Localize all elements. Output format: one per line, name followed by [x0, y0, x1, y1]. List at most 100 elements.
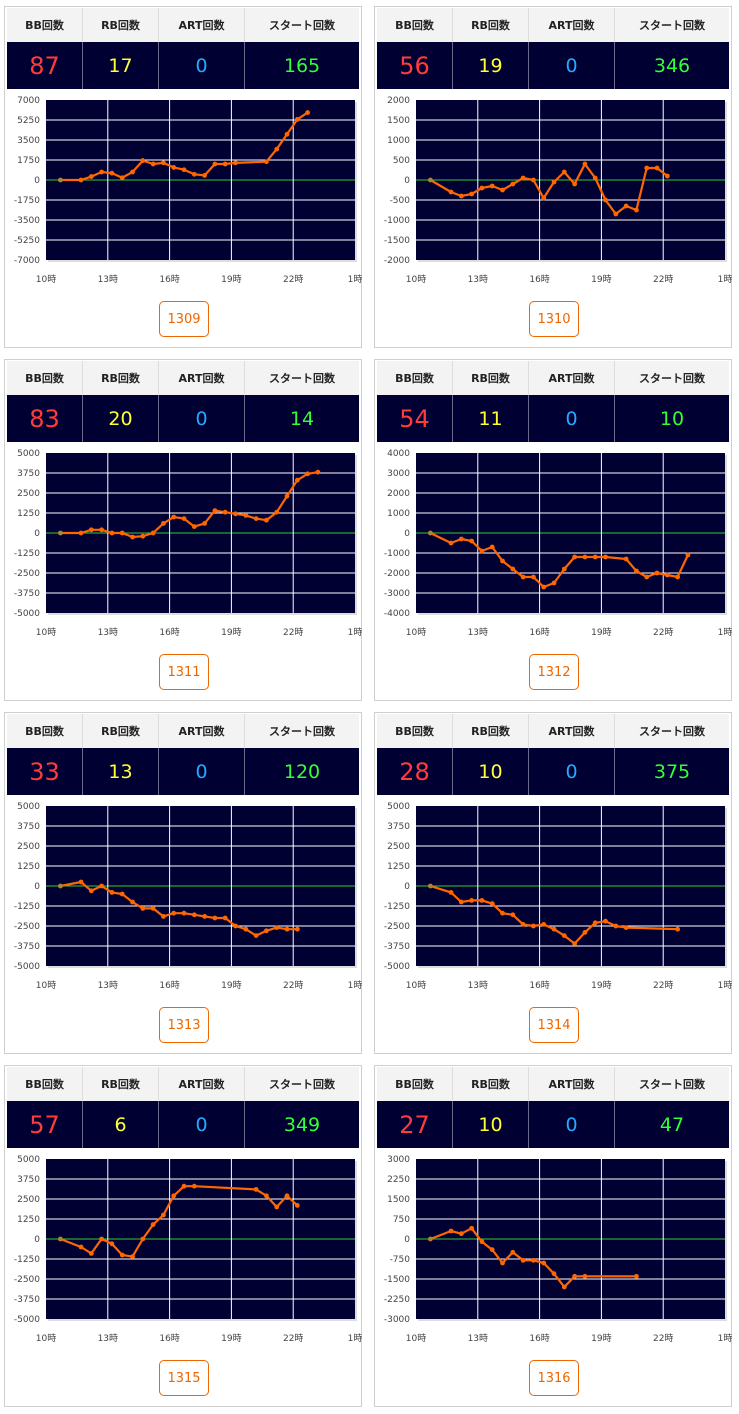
start-header: スタート回数	[269, 725, 335, 738]
rb-header: RB回数	[453, 8, 529, 42]
data-point	[428, 1236, 433, 1242]
data-point	[428, 530, 433, 536]
x-tick-label: 13時	[98, 274, 118, 285]
stats-value-row: 87 17 0 165	[7, 42, 359, 89]
y-tick-label: 500	[393, 156, 410, 166]
data-point	[191, 171, 197, 177]
rb-header: RB回数	[83, 1067, 159, 1101]
data-point	[479, 898, 485, 903]
data-point	[654, 570, 660, 576]
y-tick-label: -1000	[384, 549, 410, 559]
data-point	[634, 568, 639, 574]
data-point	[520, 922, 526, 927]
data-point	[561, 1284, 567, 1290]
y-tick-label: -1000	[384, 216, 410, 226]
bb-count: 57	[7, 1101, 83, 1148]
start-count: 375	[653, 760, 691, 783]
bb-header: BB回数	[377, 361, 453, 395]
data-point	[284, 1193, 290, 1199]
rb-count: 10	[453, 748, 529, 795]
x-tick-label: 19時	[591, 274, 611, 285]
data-point	[654, 165, 660, 171]
x-tick-label: 22時	[283, 1333, 303, 1344]
x-tick-label: 10時	[406, 274, 426, 285]
art-header: ART回数	[159, 714, 245, 748]
data-point	[623, 925, 629, 930]
data-point	[520, 175, 526, 181]
rb-count: 6	[83, 1101, 159, 1148]
y-tick-label: -1250	[14, 549, 40, 559]
start-count: 346	[653, 54, 691, 77]
data-point	[181, 516, 187, 521]
machine-number-button[interactable]: 1309	[159, 301, 209, 337]
slump-chart: 3000 2250 1500 750 0 -750 -1500 -2250 -3000 10時 13…	[384, 1155, 733, 1344]
machine-card: BB回数 RB回数 ART回数 スタート回数 27 10 0 47 3000 22…	[374, 1065, 732, 1407]
y-tick-label: 5000	[17, 802, 40, 812]
data-point	[119, 891, 125, 897]
data-point	[572, 941, 578, 946]
data-point	[520, 1257, 526, 1263]
data-point	[603, 918, 608, 924]
data-point	[171, 165, 177, 170]
data-point	[634, 207, 639, 213]
machine-number-button[interactable]: 1313	[159, 1007, 209, 1043]
data-point	[664, 173, 670, 179]
stats-table: BB回数 RB回数 ART回数 スタート回数 56 19 0 346	[377, 8, 729, 89]
start-count: 349	[283, 1113, 321, 1136]
data-point	[294, 1203, 300, 1208]
y-tick-label: 2500	[17, 842, 40, 852]
art-header: ART回数	[159, 8, 245, 42]
y-tick-label: -2500	[14, 569, 40, 579]
data-point	[233, 511, 238, 517]
data-point	[500, 910, 505, 916]
data-point	[489, 544, 495, 550]
stats-header-row: BB回数 RB回数 ART回数 スタート回数	[377, 361, 729, 395]
y-tick-label: -5000	[14, 609, 40, 619]
x-tick-label: 1時	[348, 627, 363, 638]
data-point	[572, 1273, 578, 1279]
machine-number-button[interactable]: 1316	[529, 1360, 579, 1396]
data-point	[78, 879, 84, 885]
data-point	[191, 524, 197, 529]
data-point	[448, 890, 454, 895]
y-tick-label: 1750	[17, 156, 40, 166]
stats-value-row: 33 13 0 120	[7, 748, 359, 795]
machine-number-button[interactable]: 1311	[159, 654, 209, 690]
y-tick-label: -3750	[384, 942, 410, 952]
data-point	[58, 530, 63, 536]
x-tick-label: 1時	[348, 274, 363, 285]
x-tick-label: 13時	[468, 274, 488, 285]
stats-header-row: BB回数 RB回数 ART回数 スタート回数	[7, 714, 359, 748]
machine-number-button[interactable]: 1315	[159, 1360, 209, 1396]
y-tick-label: -1250	[384, 902, 410, 912]
y-tick-label: 750	[393, 1215, 410, 1225]
y-tick-label: 0	[34, 882, 40, 892]
data-point	[150, 1222, 156, 1227]
start-header: スタート回数	[639, 372, 705, 385]
data-point	[161, 521, 166, 526]
machine-number-button[interactable]: 1310	[529, 301, 579, 337]
x-tick-label: 19時	[221, 274, 241, 285]
machine-number-button[interactable]: 1312	[529, 654, 579, 690]
machine-number-button[interactable]: 1314	[529, 1007, 579, 1043]
data-point	[171, 910, 177, 916]
y-tick-label: -5000	[384, 962, 410, 972]
y-tick-label: 1000	[387, 509, 410, 519]
bb-header: BB回数	[7, 361, 83, 395]
y-tick-label: 1500	[387, 116, 410, 126]
bb-count: 33	[7, 748, 83, 795]
data-point	[469, 1225, 475, 1231]
data-point	[510, 1249, 516, 1255]
data-point	[561, 169, 567, 175]
art-count: 0	[159, 1101, 245, 1148]
x-tick-label: 16時	[529, 274, 549, 285]
data-point	[109, 1241, 115, 1247]
y-tick-label: 3750	[387, 822, 410, 832]
stats-table: BB回数 RB回数 ART回数 スタート回数 57 6 0 349	[7, 1067, 359, 1148]
data-point	[458, 536, 464, 542]
data-point	[582, 554, 588, 560]
y-tick-label: 1250	[17, 509, 40, 519]
x-tick-label: 13時	[468, 627, 488, 638]
art-count: 0	[529, 748, 615, 795]
y-tick-label: -1250	[14, 902, 40, 912]
